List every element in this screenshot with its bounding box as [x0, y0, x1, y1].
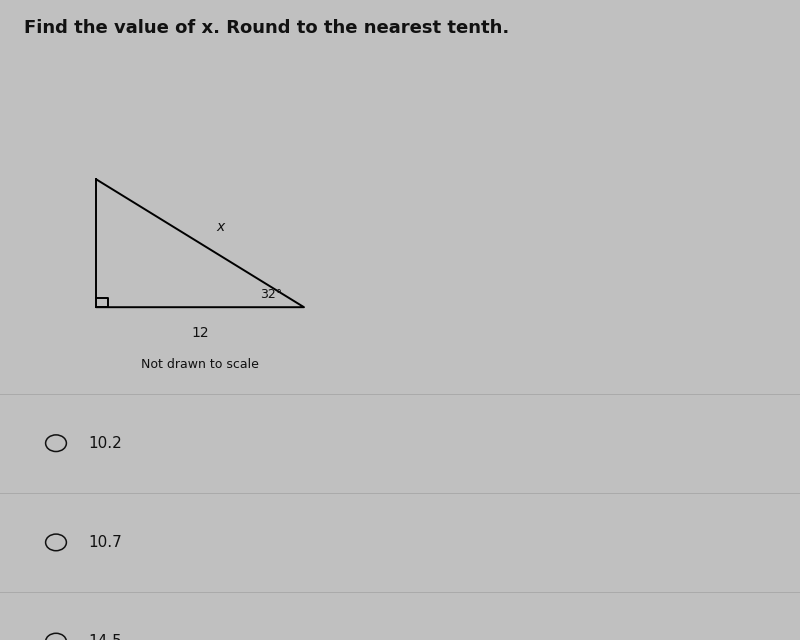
Text: 12: 12 — [191, 326, 209, 340]
Text: 14.5: 14.5 — [88, 634, 122, 640]
Text: 10.2: 10.2 — [88, 436, 122, 451]
Text: x: x — [216, 220, 224, 234]
Text: Find the value of x. Round to the nearest tenth.: Find the value of x. Round to the neares… — [24, 19, 510, 37]
Text: 10.7: 10.7 — [88, 535, 122, 550]
Text: Not drawn to scale: Not drawn to scale — [141, 358, 259, 371]
Text: 32°: 32° — [260, 288, 282, 301]
